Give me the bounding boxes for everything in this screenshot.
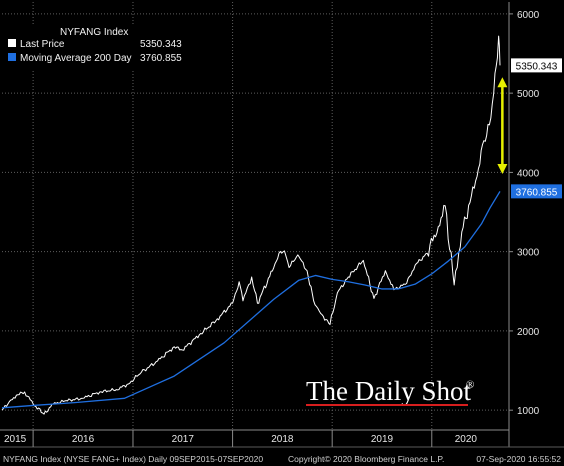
footer-copyright: Copyright© 2020 Bloomberg Finance L.P.: [288, 454, 444, 464]
x-tick-label: 2018: [271, 434, 294, 445]
y-tick-label: 2000: [517, 327, 540, 338]
legend-label-moving-average: Moving Average 200 Day: [20, 53, 132, 64]
y-tick-label: 4000: [517, 168, 540, 179]
daily-shot-watermark: The Daily Shot ®: [306, 376, 474, 406]
x-tick-label: 2016: [72, 434, 95, 445]
legend-swatch-moving-average: [8, 53, 16, 61]
arrow-head-up: [497, 77, 508, 88]
legend-title: NYFANG Index: [60, 27, 128, 38]
last-price-line: [1, 35, 501, 415]
x-axis: 2015 2016 2017 2018 2019 2020: [4, 430, 478, 447]
tag-value: 3760.855: [516, 187, 558, 198]
y-tick-label: 6000: [517, 10, 540, 21]
tag-value: 5350.343: [516, 61, 558, 72]
footer: NYFANG Index (NYSE FANG+ Index) Daily 09…: [3, 454, 561, 464]
last-value-tags: 5350.343 3760.855: [511, 58, 562, 199]
x-tick-label: 2015: [4, 434, 27, 445]
legend-background: [4, 25, 191, 69]
footer-source: NYFANG Index (NYSE FANG+ Index) Daily 09…: [3, 454, 263, 464]
watermark-text: The Daily Shot: [306, 376, 471, 406]
x-tick-label: 2020: [455, 434, 478, 445]
footer-timestamp: 07-Sep-2020 16:55:52: [476, 454, 561, 464]
tag-box: [511, 184, 562, 199]
moving-average-tag: 3760.855: [511, 184, 562, 199]
series-layer: [1, 35, 501, 415]
x-tick-label: 2017: [172, 434, 195, 445]
moving-average-line: [1, 191, 501, 409]
legend-swatch-last-price: [8, 39, 16, 47]
legend: NYFANG Index Last Price 5350.343 Moving …: [4, 25, 191, 69]
watermark-registered-mark: ®: [466, 379, 474, 391]
plot-frame: [0, 2, 564, 448]
legend-value-last-price: 5350.343: [140, 39, 182, 50]
y-tick-label: 5000: [517, 89, 540, 100]
annotation-layer: [497, 77, 508, 174]
arrow-head-down: [497, 163, 508, 174]
legend-label-last-price: Last Price: [20, 39, 65, 50]
y-tick-label: 1000: [517, 406, 540, 417]
y-tick-label: 3000: [517, 248, 540, 259]
legend-value-moving-average: 3760.855: [140, 53, 182, 64]
last-price-tag: 5350.343: [511, 58, 562, 73]
x-tick-label: 2019: [371, 434, 394, 445]
tag-box: [511, 58, 562, 73]
y-axis: 1000 2000 3000 4000 5000 6000: [509, 10, 540, 417]
grid-lines: [2, 2, 509, 430]
